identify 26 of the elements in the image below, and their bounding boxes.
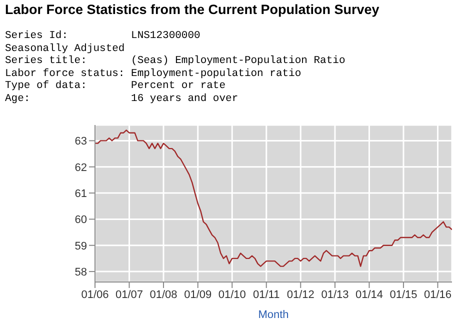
text: Seasonally Adjusted: [5, 42, 126, 55]
y-tick-label: 62: [74, 162, 87, 174]
x-tick-label: 01/08: [150, 288, 178, 301]
x-tick-label: 01/15: [390, 288, 418, 301]
x-tick-label: 01/14: [355, 288, 383, 301]
text: Series title: (Seas) Employment-Population Ratio: [5, 55, 346, 68]
x-tick-label: 01/10: [218, 288, 246, 301]
chart-title: Labor Force Statistics from the Current Population Survey: [5, 2, 380, 17]
x-axis-title: Month: [258, 309, 289, 320]
x-tick-label: 01/07: [115, 288, 144, 301]
text: Age: 16 years and over: [5, 92, 240, 105]
x-tick-label: 01/09: [184, 288, 212, 301]
y-tick-label: 60: [74, 214, 87, 226]
line-series: [95, 130, 452, 267]
x-tick-label: 01/16: [424, 288, 452, 301]
text: Labor force status: Employment-population ratio: [5, 68, 302, 80]
x-tick-label: 01/12: [286, 288, 314, 301]
y-tick-label: 63: [74, 136, 87, 148]
y-tick-label: 61: [74, 188, 87, 200]
y-tick-label: 59: [74, 240, 87, 252]
text: Series Id: LNS12300000: [5, 30, 202, 42]
y-tick-label: 58: [74, 266, 87, 278]
text: Type of data: Percent or rate: [5, 80, 227, 92]
x-tick-label: 01/06: [81, 288, 109, 301]
x-tick-label: 01/11: [253, 288, 280, 301]
x-tick-label: 01/13: [321, 288, 349, 301]
